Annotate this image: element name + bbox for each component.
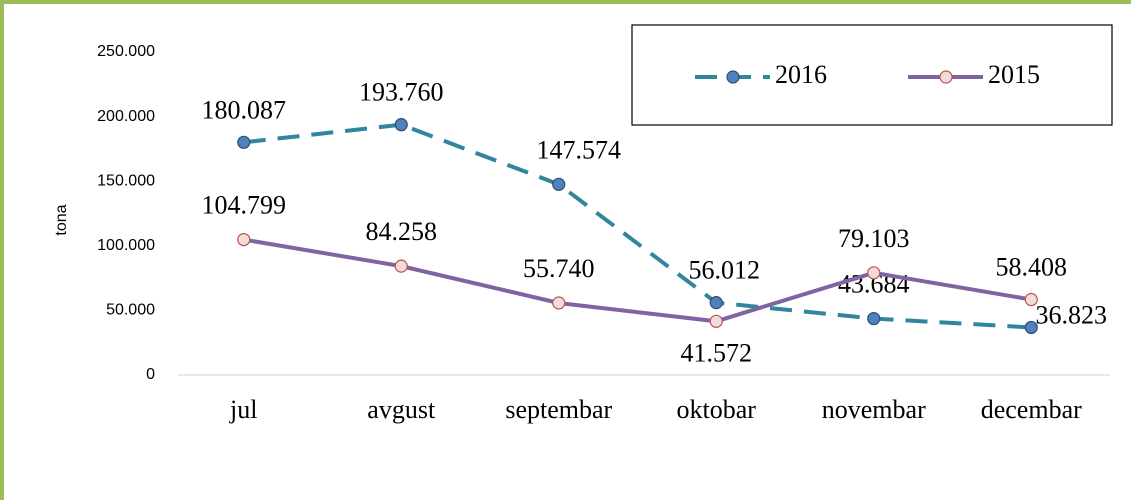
data-label: 55.740 [523,254,595,283]
legend-marker [726,70,740,84]
x-tick-label: septembar [505,395,612,424]
data-label: 36.823 [1036,300,1108,329]
x-tick-label: jul [229,395,257,424]
marker [237,135,251,149]
data-label: 84.258 [366,217,438,246]
marker [709,314,723,328]
marker [394,259,408,273]
data-label: 104.799 [202,191,287,220]
legend-label: 2016 [775,60,827,89]
data-label: 193.760 [359,78,444,107]
marker [867,266,881,280]
marker [552,296,566,310]
y-tick-label: 150.000 [97,172,155,189]
marker [1024,292,1038,307]
y-tick-label: 200.000 [97,108,155,125]
x-tick-label: decembar [981,395,1082,424]
data-label: 147.574 [537,135,622,164]
y-axis-label: tona [53,204,70,235]
x-tick-label: avgust [367,395,436,424]
data-label: 41.572 [681,338,753,367]
data-label: 58.408 [996,253,1068,282]
y-tick-label: 0 [146,366,155,383]
marker [237,232,251,247]
x-tick-label: novembar [822,395,926,424]
legend-marker [939,70,953,84]
marker [394,118,408,132]
data-label: 79.103 [838,224,910,253]
marker [709,296,723,310]
marker [552,177,566,191]
marker [1024,320,1038,335]
y-tick-label: 250.000 [97,43,155,60]
y-tick-label: 100.000 [97,237,155,254]
legend-label: 2015 [988,60,1040,89]
series-line [243,237,1032,324]
marker [867,311,881,326]
series-line [243,122,1032,330]
data-label: 56.012 [689,256,761,285]
x-tick-label: oktobar [677,395,757,424]
data-label: 180.087 [202,95,287,124]
y-tick-label: 50.000 [106,302,155,319]
